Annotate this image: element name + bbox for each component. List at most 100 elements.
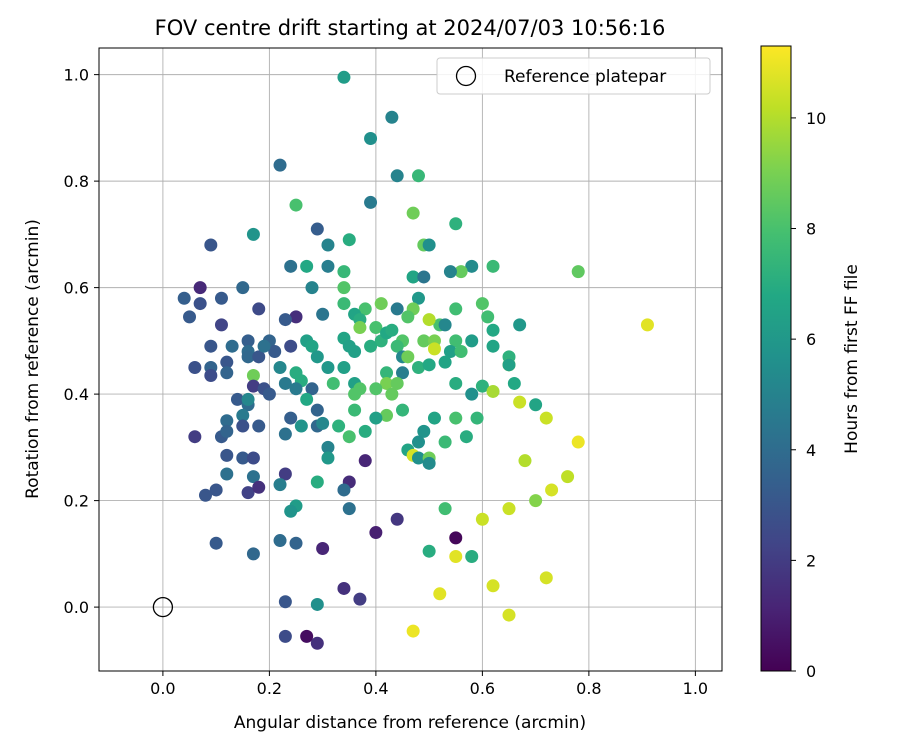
- scatter-point: [188, 360, 202, 374]
- scatter-point: [385, 387, 399, 401]
- scatter-point: [406, 270, 420, 284]
- scatter-point: [539, 571, 553, 585]
- scatter-point: [369, 526, 383, 540]
- scatter-point: [326, 376, 340, 390]
- scatter-point: [342, 233, 356, 247]
- scatter-point: [289, 382, 303, 396]
- scatter-point: [284, 504, 298, 518]
- scatter-point: [193, 281, 207, 295]
- scatter-point: [411, 360, 425, 374]
- scatter-point: [316, 307, 330, 321]
- scatter-point: [539, 411, 553, 425]
- scatter-point: [486, 323, 500, 337]
- plot-frame: [98, 47, 723, 672]
- legend-label: Reference platepar: [504, 67, 666, 87]
- scatter-point: [246, 379, 260, 393]
- scatter-point: [278, 427, 292, 441]
- scatter-point: [337, 297, 351, 311]
- scatter-point: [545, 483, 559, 497]
- y-tick-label: 0.8: [64, 172, 89, 191]
- scatter-point: [571, 265, 585, 279]
- scatter-point: [177, 291, 191, 305]
- scatter-point: [369, 382, 383, 396]
- scatter-point: [321, 440, 335, 454]
- scatter-point: [513, 318, 527, 332]
- scatter-point: [284, 339, 298, 353]
- scatter-point: [502, 502, 516, 516]
- scatter-point: [401, 310, 415, 324]
- colorbar-label: Hours from first FF file: [842, 264, 862, 454]
- colorbar: 0 2 4 6 8 10 Hours from first FF file: [760, 45, 862, 681]
- scatter-point: [236, 419, 250, 433]
- scatter-point: [529, 494, 543, 508]
- scatter-point: [401, 350, 415, 364]
- scatter-point: [640, 318, 654, 332]
- scatter-point: [390, 376, 404, 390]
- scatter-point: [246, 547, 260, 561]
- y-axis-ticks: 0.0 0.2 0.4 0.6 0.8 1.0: [64, 66, 99, 617]
- y-tick-label: 0.6: [64, 279, 89, 298]
- scatter-point: [358, 454, 372, 468]
- scatter-point: [193, 297, 207, 311]
- scatter-point: [332, 419, 346, 433]
- scatter-point: [449, 531, 463, 545]
- scatter-point: [438, 355, 452, 369]
- scatter-point: [411, 451, 425, 465]
- scatter-point: [257, 339, 271, 353]
- scatter-point: [305, 382, 319, 396]
- scatter-point: [358, 424, 372, 438]
- scatter-point: [278, 376, 292, 390]
- scatter-point: [518, 454, 532, 468]
- scatter-point: [443, 345, 457, 359]
- scatter-point: [220, 366, 234, 380]
- scatter-point: [273, 360, 287, 374]
- x-tick-label: 0.0: [150, 679, 175, 698]
- scatter-point: [209, 536, 223, 550]
- scatter-point: [475, 379, 489, 393]
- scatter-point: [310, 475, 324, 489]
- scatter-point: [310, 636, 324, 650]
- scatter-point: [390, 302, 404, 316]
- plot-area: 0.0 0.2 0.4 0.6 0.8 1.0 0.0 0.2 0.4 0.6 0.8 1.0: [64, 47, 723, 698]
- x-tick-label: 0.8: [576, 679, 601, 698]
- scatter-point: [380, 376, 394, 390]
- colorbar-tick-label: 4: [806, 441, 816, 460]
- chart-title: FOV centre drift starting at 2024/07/03 …: [155, 16, 666, 40]
- scatter-point: [422, 544, 436, 558]
- scatter-point: [438, 502, 452, 516]
- scatter-point: [262, 387, 276, 401]
- y-tick-label: 0.2: [64, 492, 89, 511]
- x-tick-label: 0.4: [363, 679, 388, 698]
- colorbar-tick-label: 0: [806, 662, 816, 681]
- legend: Reference platepar: [436, 57, 711, 95]
- scatter-point: [348, 345, 362, 359]
- scatter-point: [300, 629, 314, 643]
- scatter-point: [241, 486, 255, 500]
- y-tick-label: 0.4: [64, 385, 89, 404]
- scatter-point: [353, 321, 367, 335]
- scatter-point: [369, 411, 383, 425]
- data-points: [177, 70, 654, 650]
- scatter-point: [316, 416, 330, 430]
- scatter-point: [337, 265, 351, 279]
- scatter-point: [209, 483, 223, 497]
- scatter-point: [252, 419, 266, 433]
- scatter-point: [305, 281, 319, 295]
- scatter-point: [284, 411, 298, 425]
- scatter-point: [417, 424, 431, 438]
- scatter-point: [246, 470, 260, 484]
- scatter-point: [454, 345, 468, 359]
- scatter-point: [198, 488, 212, 502]
- scatter-point: [321, 238, 335, 252]
- scatter-point: [449, 217, 463, 231]
- reference-marker: [152, 596, 174, 618]
- scatter-point: [220, 424, 234, 438]
- scatter-point: [300, 392, 314, 406]
- scatter-point: [561, 470, 575, 484]
- scatter-point: [369, 321, 383, 335]
- scatter-point: [337, 581, 351, 595]
- scatter-point: [507, 376, 521, 390]
- legend-box: [436, 57, 711, 95]
- scatter-point: [220, 414, 234, 428]
